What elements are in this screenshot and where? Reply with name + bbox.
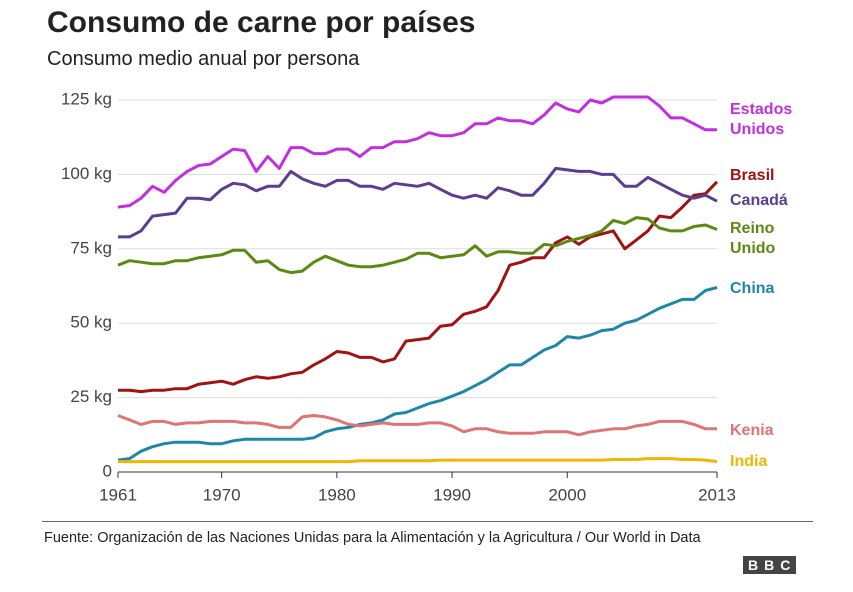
chart: 0 25 kg 50 kg 75 kg 100 kg 125 kg 1961 1970 1980… [61,89,736,504]
series-line [118,180,719,394]
footer-rule [42,521,813,522]
logo: BBC [743,556,797,574]
y-tick-label: 125 kg [61,89,112,108]
x-tick-label: 2000 [548,485,586,504]
series-line [117,95,717,209]
x-tick-label: 1990 [433,485,471,504]
x-tick-label: 1961 [99,485,137,504]
y-tick-label: 75 kg [70,238,112,257]
y-tick-label: 25 kg [70,387,112,406]
series-line [117,216,718,275]
series-label: India [730,453,768,470]
series-label: Canadá [730,192,788,209]
series-label: Kenia [730,422,774,439]
chart-title: Consumo de carne por países [47,6,476,39]
series-line [118,457,718,464]
series-line [118,166,718,239]
series-label: China [730,280,775,297]
x-tick-label: 1980 [318,485,356,504]
series-label: Brasil [730,167,775,184]
y-tick-label: 100 kg [61,164,112,183]
series-label: Estados Unidos [730,101,793,138]
y-tick-label: 0 [103,461,112,480]
series-line [117,414,717,437]
series-line [117,286,718,462]
chart-subtitle: Consumo medio anual por persona [47,48,360,70]
series-label: Reino Unido [730,220,776,257]
x-tick-label: 1970 [203,485,241,504]
source-note: Fuente: Organización de las Naciones Uni… [44,530,701,546]
x-tick-label: 2013 [698,485,736,504]
y-tick-label: 50 kg [70,313,112,332]
